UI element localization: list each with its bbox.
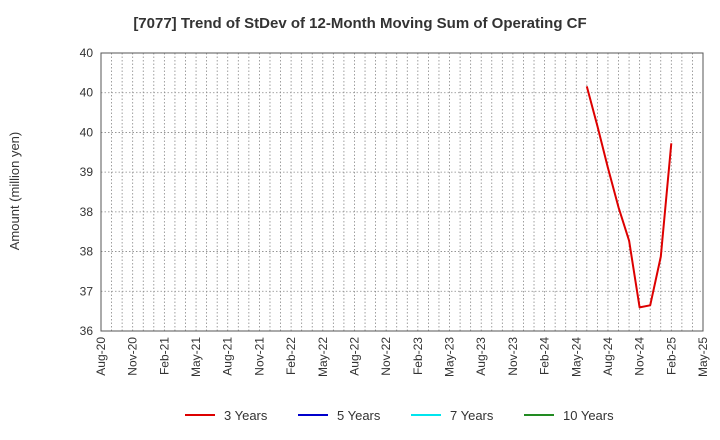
- x-tick-label: Nov-22: [379, 337, 393, 376]
- x-tick-label: May-23: [443, 337, 457, 377]
- x-tick-label: May-24: [569, 337, 583, 377]
- x-tick-label: Aug-21: [221, 337, 235, 376]
- x-tick-label: Feb-24: [538, 337, 552, 375]
- legend-item-5-years: 5 Years: [298, 408, 381, 423]
- x-tick-label: Nov-23: [506, 337, 520, 376]
- y-tick-label: 38: [80, 205, 94, 219]
- x-tick-label: Nov-20: [126, 337, 140, 376]
- x-tick-label: Aug-24: [601, 337, 615, 376]
- legend: 3 Years 5 Years 7 Years 10 Years: [185, 408, 614, 423]
- legend-item-7-years: 7 Years: [411, 408, 494, 423]
- x-tick-label: Feb-21: [157, 337, 171, 375]
- plot-area: [101, 53, 703, 331]
- y-axis-ticks: 36 37 38 38 39 40 40 40: [80, 46, 94, 338]
- x-tick-label: Aug-22: [347, 337, 361, 376]
- x-tick-label: Feb-22: [284, 337, 298, 375]
- x-axis-ticks: Aug-20 Nov-20 Feb-21 May-21 Aug-21 Nov-21 Feb-…: [94, 337, 710, 377]
- x-tick-label: May-21: [189, 337, 203, 377]
- grid-lines: [101, 53, 703, 331]
- legend-label: 3 Years: [224, 408, 268, 423]
- y-tick-label: 38: [80, 245, 94, 259]
- y-tick-label: 39: [80, 165, 94, 179]
- x-tick-label: Aug-20: [94, 337, 108, 376]
- legend-label: 5 Years: [337, 408, 381, 423]
- series-lines: [585, 86, 673, 309]
- y-tick-label: 40: [80, 86, 94, 100]
- x-tick-label: Nov-24: [633, 337, 647, 376]
- y-axis-label: Amount (million yen): [7, 132, 22, 251]
- x-tick-label: Feb-25: [664, 337, 678, 375]
- x-tick-label: Aug-23: [474, 337, 488, 376]
- plot-border: [100, 52, 704, 332]
- legend-label: 10 Years: [563, 408, 614, 423]
- x-tick-label: Feb-23: [411, 337, 425, 375]
- legend-label: 7 Years: [450, 408, 494, 423]
- x-tick-label: May-22: [316, 337, 330, 377]
- y-tick-label: 37: [80, 284, 94, 298]
- y-tick-label: 36: [80, 324, 94, 338]
- legend-item-10-years: 10 Years: [524, 408, 614, 423]
- chart-title: [7077] Trend of StDev of 12-Month Moving…: [133, 15, 587, 32]
- y-tick-label: 40: [80, 125, 94, 139]
- legend-item-3-years: 3 Years: [185, 408, 268, 423]
- x-tick-label: May-25: [696, 337, 710, 377]
- x-tick-label: Nov-21: [252, 337, 266, 376]
- y-tick-label: 40: [80, 46, 94, 60]
